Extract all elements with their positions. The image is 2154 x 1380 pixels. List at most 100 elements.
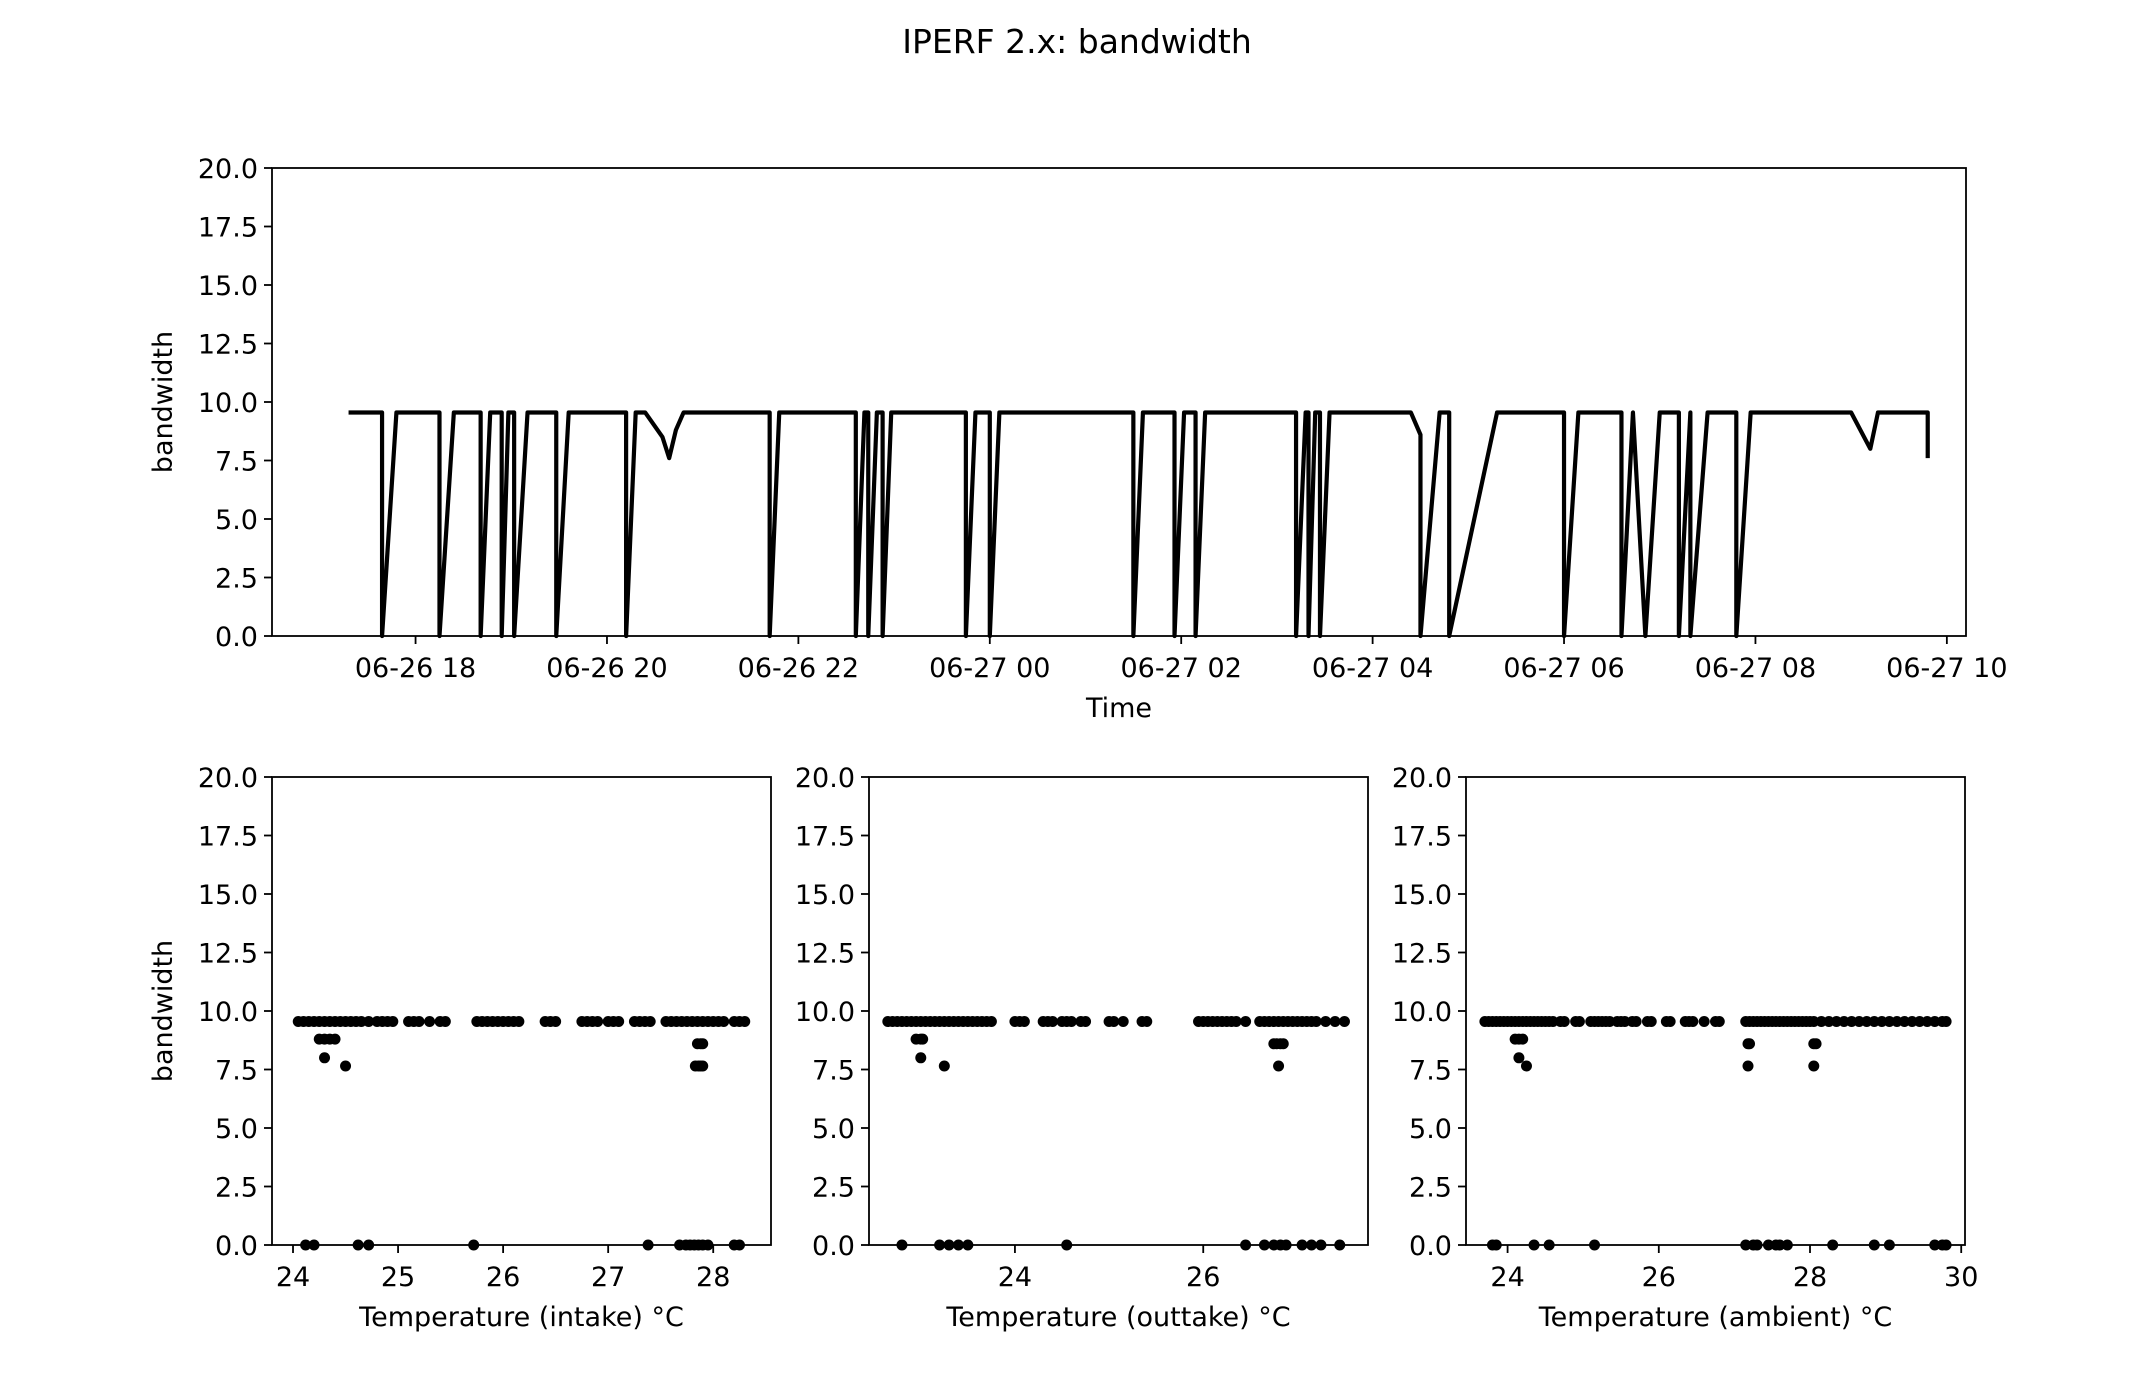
scatter-point <box>1687 1016 1699 1028</box>
y-tick-label: 17.5 <box>198 213 258 244</box>
x-tick-label: 24 <box>998 1262 1032 1293</box>
y-tick-label: 2.5 <box>215 1173 258 1204</box>
scatter-point <box>697 1038 709 1050</box>
y-tick-label: 0.0 <box>215 622 258 653</box>
scatter-point <box>1047 1016 1059 1028</box>
scatter-point <box>329 1033 341 1045</box>
scatter-point <box>1558 1016 1570 1028</box>
scatter-point <box>1513 1052 1525 1064</box>
scatter-point <box>915 1052 927 1064</box>
scatter-point <box>1080 1016 1092 1028</box>
axes-frame <box>271 776 772 1246</box>
x-tick-label: 06-26 22 <box>738 653 859 684</box>
y-tick-label: 12.5 <box>198 939 258 970</box>
scatter-point <box>1742 1060 1754 1072</box>
axes-1: 0.0 2.5 5.0 7.5 10.0 12.5 15.0 17.5 20.0 24 25 26 27… <box>148 763 772 1333</box>
x-tick-label: 06-27 10 <box>1886 653 2007 684</box>
scatter-point <box>1630 1016 1642 1028</box>
scatter-point <box>1744 1038 1756 1050</box>
x-tick-label: 26 <box>1642 1262 1676 1293</box>
y-axis-label: bandwidth <box>148 940 179 1082</box>
scatter-point <box>1906 1016 1918 1028</box>
scatter-point <box>1547 1016 1559 1028</box>
x-tick-label: 06-27 02 <box>1121 653 1242 684</box>
scatter-point <box>1329 1016 1341 1028</box>
x-axis-label: Temperature (ambient) °C <box>1538 1302 1892 1333</box>
y-tick-label: 10.0 <box>198 388 258 419</box>
y-tick-label: 7.5 <box>215 1056 258 1087</box>
y-tick-label: 7.5 <box>1409 1056 1452 1087</box>
scatter-point <box>1240 1016 1252 1028</box>
y-tick-label: 17.5 <box>198 822 258 853</box>
x-axis-label: Time <box>1085 693 1152 724</box>
scatter-point <box>1619 1016 1631 1028</box>
scatter-point <box>1929 1016 1941 1028</box>
scatter-point <box>550 1016 562 1028</box>
axes-3: 0.0 2.5 5.0 7.5 10.0 12.5 15.0 17.5 20.0 24 26 28 30… <box>1392 763 1979 1333</box>
axes-layer: 0.0 2.5 5.0 7.5 10.0 12.5 15.0 17.5 20.0 06-26 18… <box>148 154 2008 1333</box>
scatter-point <box>319 1052 331 1064</box>
scatter-point <box>613 1016 625 1028</box>
x-tick-label: 06-27 04 <box>1312 653 1433 684</box>
scatter-point <box>1698 1016 1710 1028</box>
y-tick-label: 5.0 <box>215 1114 258 1145</box>
y-tick-label: 17.5 <box>795 822 855 853</box>
x-tick-label: 26 <box>486 1262 520 1293</box>
y-tick-label: 15.0 <box>795 880 855 911</box>
x-tick-label: 24 <box>276 1262 310 1293</box>
scatter-point <box>1273 1060 1285 1072</box>
scatter-point <box>985 1016 997 1028</box>
scatter-point <box>387 1016 399 1028</box>
y-tick-label: 20.0 <box>198 154 258 185</box>
x-tick-label: 28 <box>1793 1262 1827 1293</box>
scatter-point <box>513 1016 525 1028</box>
y-tick-label: 10.0 <box>795 997 855 1028</box>
x-tick-label: 30 <box>1944 1262 1978 1293</box>
y-tick-label: 0.0 <box>1409 1231 1452 1262</box>
y-tick-label: 15.0 <box>198 880 258 911</box>
x-axis-label: Temperature (intake) °C <box>358 1302 684 1333</box>
scatter-point <box>1310 1016 1322 1028</box>
y-tick-label: 0.0 <box>812 1231 855 1262</box>
scatter-point <box>1664 1016 1676 1028</box>
y-tick-label: 20.0 <box>198 763 258 794</box>
scatter-point <box>1117 1016 1129 1028</box>
y-tick-label: 2.5 <box>215 564 258 595</box>
y-tick-label: 15.0 <box>1392 880 1452 911</box>
axes-frame <box>271 167 1967 637</box>
scatter-point <box>363 1016 375 1028</box>
scatter-point <box>1861 1016 1873 1028</box>
scatter-point <box>1940 1016 1952 1028</box>
scatter-point <box>439 1016 451 1028</box>
x-tick-label: 28 <box>696 1262 730 1293</box>
scatter-point <box>592 1016 604 1028</box>
y-tick-label: 10.0 <box>198 997 258 1028</box>
scatter-point <box>1338 1016 1350 1028</box>
scatter-point <box>1876 1016 1888 1028</box>
y-tick-label: 10.0 <box>1392 997 1452 1028</box>
x-tick-label: 06-27 00 <box>929 653 1050 684</box>
scatter-point <box>1018 1016 1030 1028</box>
y-tick-label: 2.5 <box>1409 1173 1452 1204</box>
scatter-point <box>1108 1016 1120 1028</box>
y-tick-label: 7.5 <box>215 447 258 478</box>
scatter-point <box>340 1060 352 1072</box>
x-axis-label: Temperature (outtake) °C <box>945 1302 1290 1333</box>
x-tick-label: 27 <box>591 1262 625 1293</box>
scatter-point <box>1520 1060 1532 1072</box>
scatter-point <box>644 1016 656 1028</box>
scatter-point <box>1277 1038 1289 1050</box>
x-tick-label: 06-27 06 <box>1503 653 1624 684</box>
y-tick-label: 2.5 <box>812 1173 855 1204</box>
y-tick-label: 7.5 <box>812 1056 855 1087</box>
scatter-point <box>1141 1016 1153 1028</box>
series-line-0 <box>348 410 1930 639</box>
y-tick-label: 5.0 <box>1409 1114 1452 1145</box>
x-tick-label: 06-26 20 <box>546 653 667 684</box>
scatter-point <box>1320 1016 1332 1028</box>
scatter-point <box>1573 1016 1585 1028</box>
y-axis-label: bandwidth <box>148 331 179 473</box>
scatter-point <box>1808 1060 1820 1072</box>
scatter-point <box>697 1060 709 1072</box>
scatter-point <box>1853 1016 1865 1028</box>
